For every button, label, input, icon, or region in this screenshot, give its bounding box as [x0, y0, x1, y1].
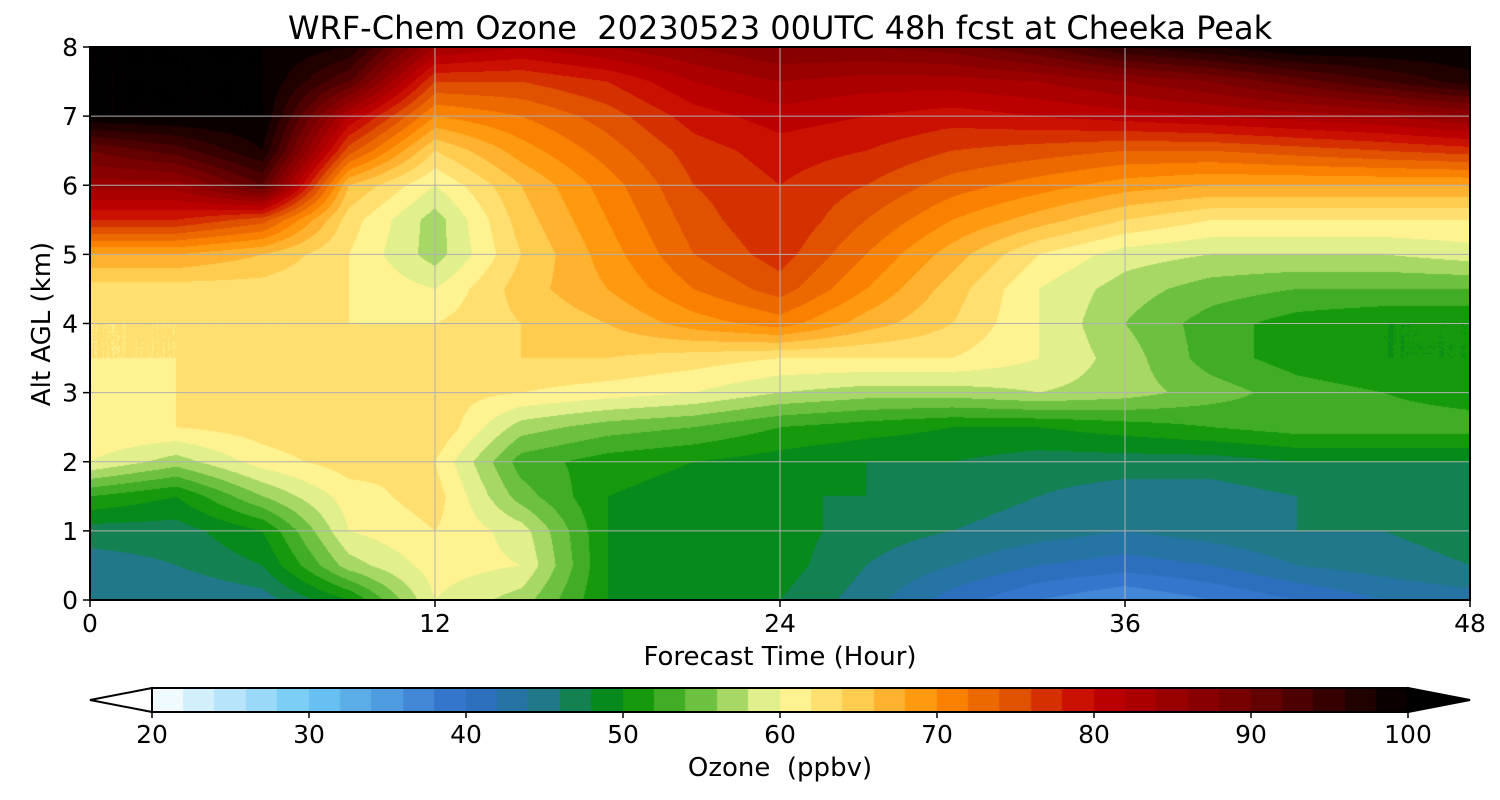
- colorbar-tick-label: 50: [607, 720, 639, 749]
- colorbar-tick-label: 30: [293, 720, 325, 749]
- y-axis-ticks: 0 1 2 3 4 5 6 7 8: [62, 33, 90, 615]
- x-axis-label: Forecast Time (Hour): [643, 642, 916, 672]
- y-tick-label: 0: [62, 586, 78, 615]
- x-tick-label: 24: [764, 609, 796, 638]
- y-tick-label: 8: [62, 33, 78, 62]
- colorbar-tick-label: 80: [1078, 720, 1110, 749]
- y-axis-label: Alt AGL (km): [27, 242, 57, 406]
- colorbar-max-extension: [1407, 686, 1471, 714]
- colorbar-tick-label: 100: [1384, 720, 1432, 749]
- y-tick-label: 2: [62, 448, 78, 477]
- colorbar: 20 30 40 50 60 70 80 90 100: [89, 686, 1471, 749]
- x-tick-label: 12: [419, 609, 451, 638]
- x-axis-ticks: 0 12 24 36 48: [82, 600, 1486, 638]
- colorbar-label: Ozone (ppbv): [688, 753, 872, 783]
- x-tick-label: 36: [1109, 609, 1141, 638]
- y-tick-label: 1: [62, 517, 78, 546]
- y-tick-label: 5: [62, 240, 78, 269]
- colorbar-tick-label: 70: [921, 720, 953, 749]
- colorbar-gradient: [152, 688, 1408, 712]
- y-tick-label: 3: [62, 379, 78, 408]
- colorbar-min-extension: [89, 686, 153, 714]
- colorbar-tick-label: 20: [136, 720, 168, 749]
- colorbar-ticks: 20 30 40 50 60 70 80 90 100: [136, 712, 1432, 749]
- y-tick-label: 4: [62, 310, 78, 339]
- y-tick-label: 7: [62, 102, 78, 131]
- colorbar-tick-label: 40: [450, 720, 482, 749]
- chart-title: WRF-Chem Ozone 20230523 00UTC 48h fcst a…: [288, 9, 1273, 47]
- x-tick-label: 48: [1454, 609, 1486, 638]
- colorbar-tick-label: 90: [1235, 720, 1267, 749]
- grid-lines: [90, 47, 1470, 600]
- y-tick-label: 6: [62, 171, 78, 200]
- x-tick-label: 0: [82, 609, 98, 638]
- colorbar-tick-label: 60: [764, 720, 796, 749]
